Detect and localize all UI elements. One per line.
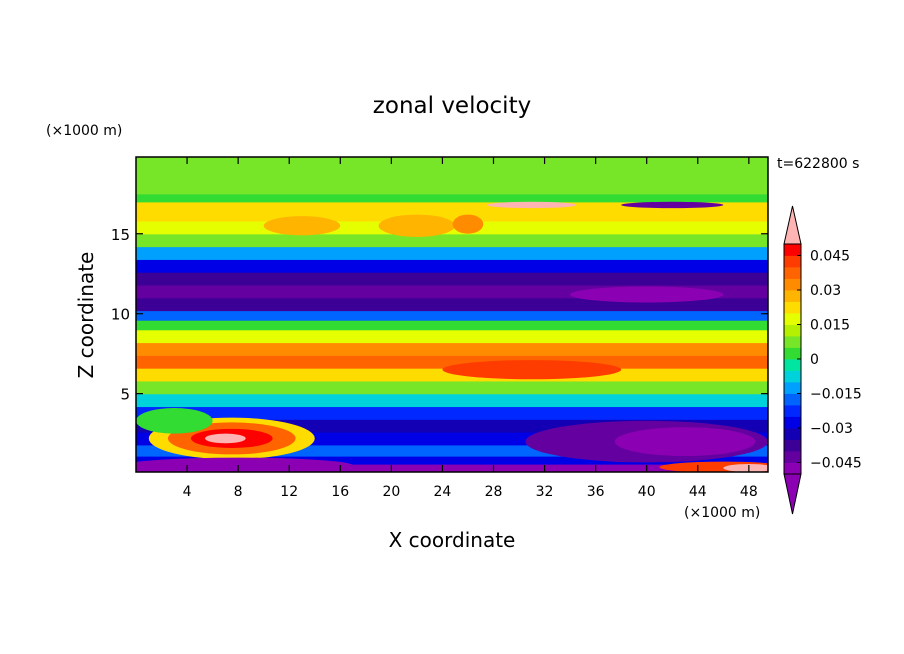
colorbar-segment	[784, 324, 801, 337]
contour-cell	[442, 360, 622, 380]
x-tick-label: 28	[485, 484, 503, 500]
contour-band	[136, 259, 768, 273]
contour-band	[136, 342, 768, 356]
x-axis-ticks: 4 8 12 16 20 24 28 32 36 40 44 48	[183, 157, 758, 500]
colorbar-segment	[784, 255, 801, 268]
x-tick-label: 44	[689, 484, 707, 500]
contour-cell	[136, 457, 354, 472]
colorbar-segment	[784, 336, 801, 348]
colorbar-segment	[784, 301, 801, 314]
colorbar-tick-label: 0.015	[810, 318, 850, 334]
colorbar-tick-label: 0	[810, 352, 819, 368]
x-tick-label: 16	[331, 484, 349, 500]
contour-band	[136, 406, 768, 420]
y-unit-label: (×1000 m)	[46, 123, 122, 139]
y-axis-label: Z coordinate	[74, 252, 98, 379]
contour-band	[136, 193, 768, 203]
contour-band	[136, 456, 768, 465]
colorbar-segment	[784, 439, 801, 452]
contour-cell	[487, 201, 577, 209]
y-tick-label: 15	[111, 226, 130, 244]
colorbar-over-arrow	[783, 205, 802, 245]
contour-cell	[204, 433, 246, 444]
contour-field	[136, 157, 768, 472]
contour-band	[136, 464, 768, 472]
colorbar-segment	[784, 416, 801, 429]
x-tick-label: 4	[183, 484, 192, 500]
colorbar-segment	[784, 359, 801, 371]
contour-band	[136, 320, 768, 331]
contour-cell	[378, 214, 456, 237]
x-tick-label: 40	[638, 484, 656, 500]
contour-band	[136, 246, 768, 260]
colorbar-segment	[784, 370, 801, 383]
colorbar-under-arrow	[783, 473, 802, 515]
colorbar-segment	[784, 382, 801, 394]
colorbar-segment	[784, 313, 801, 325]
contour-band	[136, 393, 768, 408]
x-tick-label: 20	[382, 484, 400, 500]
contour-band	[136, 272, 768, 286]
colorbar-tick-label: −0.045	[810, 456, 862, 472]
colorbar-segment	[784, 290, 801, 302]
colorbar-tick-label: −0.015	[810, 387, 862, 403]
x-tick-label: 32	[536, 484, 554, 500]
x-tick-label: 36	[587, 484, 605, 500]
colorbar-segment	[784, 405, 801, 417]
contour-cell	[614, 427, 756, 457]
plot-frame	[135, 156, 769, 473]
x-tick-label: 12	[280, 484, 298, 500]
colorbar-segment	[784, 278, 801, 291]
colorbar-segment	[784, 244, 801, 256]
colorbar-segment	[784, 428, 801, 440]
contour-band	[136, 209, 768, 222]
y-tick-label: 10	[111, 306, 130, 324]
contour-cell	[452, 214, 484, 234]
x-tick-label: 8	[234, 484, 243, 500]
contour-band	[136, 310, 768, 321]
x-tick-label: 48	[740, 484, 758, 500]
colorbar-tick-label: 0.045	[810, 249, 850, 265]
y-axis-ticks: 5 10 15	[111, 226, 768, 404]
contour-cell	[570, 286, 724, 303]
colorbar-segment	[784, 393, 801, 406]
y-tick-label: 5	[120, 386, 130, 404]
contour-cell	[136, 408, 213, 434]
contour-band	[136, 233, 768, 248]
colorbar-segment	[784, 347, 801, 360]
contour-cell	[621, 201, 724, 209]
contour-band	[136, 201, 768, 211]
contour-band	[136, 380, 768, 395]
contour-cell	[263, 216, 341, 236]
contour-band	[136, 444, 768, 457]
colorbar: 0.045 0.03 0.015 0 −0.015 −0.03 −0.045	[783, 205, 862, 515]
x-axis-label: X coordinate	[389, 528, 516, 552]
contour-band	[136, 329, 768, 344]
colorbar-tick-label: 0.03	[810, 283, 841, 299]
colorbar-tick-label: −0.03	[810, 421, 853, 437]
x-tick-label: 24	[434, 484, 452, 500]
time-label: t=622800 s	[777, 156, 859, 172]
contour-band	[136, 157, 768, 195]
colorbar-segment	[784, 462, 801, 475]
x-unit-label: (×1000 m)	[684, 505, 760, 521]
chart-title: zonal velocity	[373, 93, 531, 119]
colorbar-segment	[784, 451, 801, 463]
colorbar-segment	[784, 267, 801, 279]
contour-cell	[723, 464, 768, 472]
